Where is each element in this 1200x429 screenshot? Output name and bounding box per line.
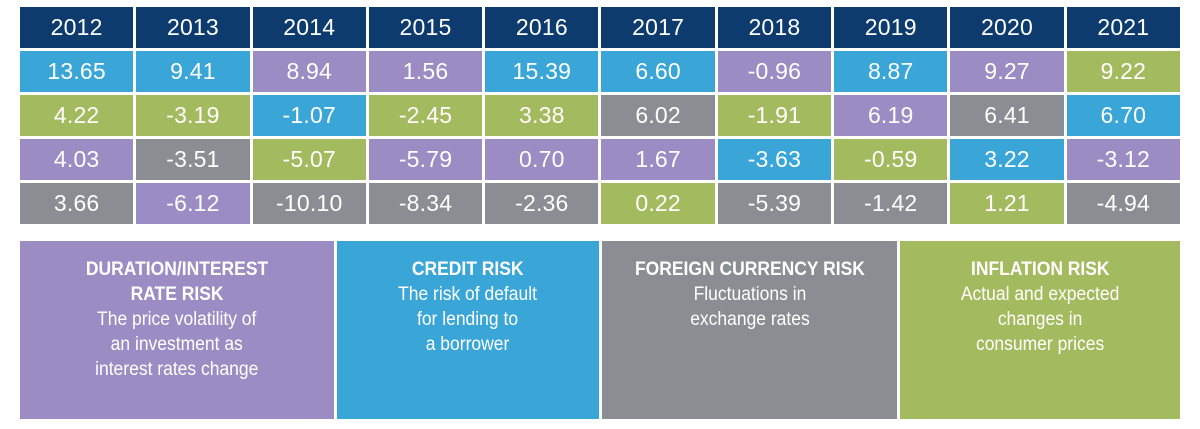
year-header-2014: 2014 xyxy=(252,7,366,48)
year-header-2018: 2018 xyxy=(717,7,832,48)
value-cell-2020-rank-2: 6.41 xyxy=(950,95,1064,136)
value-cell-2017-rank-4: 0.22 xyxy=(601,183,715,224)
legend-title: FOREIGN CURRENCY RISK xyxy=(634,259,865,280)
table-row: 3.66 -6.12 -10.10 -8.34 -2.36 0.22 -5.39 -1.42 1… xyxy=(20,183,1180,224)
value-cell-2015-rank-2: -2.45 xyxy=(368,95,483,136)
value-cell-2014-rank-1: 8.94 xyxy=(252,51,366,92)
value-cell-2015-rank-3: -5.79 xyxy=(368,139,483,180)
value-cell-2012-rank-2: 4.22 xyxy=(20,95,134,136)
year-header-2017: 2017 xyxy=(601,7,715,48)
value-cell-2016-rank-1: 15.39 xyxy=(485,51,599,92)
value-cell-2018-rank-3: -3.63 xyxy=(717,139,832,180)
legend-box-inflation: INFLATION RISK Actual and expected change… xyxy=(900,241,1180,419)
value-cell-2015-rank-1: 1.56 xyxy=(368,51,483,92)
year-header-2021: 2021 xyxy=(1066,7,1180,48)
value-cell-2017-rank-1: 6.60 xyxy=(601,51,715,92)
legend-title: CREDIT RISK xyxy=(412,259,524,280)
year-header-2019: 2019 xyxy=(834,7,948,48)
legend-title: INFLATION RISK xyxy=(970,259,1110,280)
value-cell-2018-rank-2: -1.91 xyxy=(717,95,832,136)
value-cell-2016-rank-4: -2.36 xyxy=(485,183,599,224)
year-header-2012: 2012 xyxy=(20,7,134,48)
table-body: 13.65 9.41 8.94 1.56 15.39 6.60 -0.96 8.87 9.27 9… xyxy=(20,51,1180,224)
value-cell-2020-rank-4: 1.21 xyxy=(950,183,1064,224)
table-row: 13.65 9.41 8.94 1.56 15.39 6.60 -0.96 8.87 9.27 9… xyxy=(20,51,1180,92)
value-cell-2016-rank-3: 0.70 xyxy=(485,139,599,180)
value-cell-2014-rank-4: -10.10 xyxy=(252,183,366,224)
legend-box-credit: CREDIT RISK The risk of default for lendi… xyxy=(337,241,599,419)
value-cell-2021-rank-3: -3.12 xyxy=(1066,139,1180,180)
value-cell-2012-rank-4: 3.66 xyxy=(20,183,134,224)
value-cell-2018-rank-1: -0.96 xyxy=(717,51,832,92)
legend-box-duration: DURATION/INTEREST RATE RISK The price vol… xyxy=(20,241,334,419)
value-cell-2014-rank-2: -1.07 xyxy=(252,95,366,136)
year-header-2016: 2016 xyxy=(485,7,599,48)
year-header-row: 2012 2013 2014 2015 2016 2017 2018 2019 2020 2021 xyxy=(20,7,1180,48)
legend-description: The risk of default for lending to a bor… xyxy=(398,284,538,355)
legend-description: Fluctuations in exchange rates xyxy=(689,284,810,330)
legend-box-currency: FOREIGN CURRENCY RISK Fluctuations in exc… xyxy=(602,241,897,419)
value-cell-2021-rank-1: 9.22 xyxy=(1066,51,1180,92)
returns-table: 2012 2013 2014 2015 2016 2017 2018 2019 2020 2021… xyxy=(20,7,1180,227)
table-row: 4.03 -3.51 -5.07 -5.79 0.70 1.67 -3.63 -0.59 3.2… xyxy=(20,139,1180,180)
value-cell-2013-rank-1: 9.41 xyxy=(136,51,250,92)
value-cell-2015-rank-4: -8.34 xyxy=(368,183,483,224)
value-cell-2021-rank-4: -4.94 xyxy=(1066,183,1180,224)
value-cell-2019-rank-3: -0.59 xyxy=(834,139,948,180)
value-cell-2019-rank-4: -1.42 xyxy=(834,183,948,224)
legend-description: Actual and expected changes in consumer … xyxy=(960,284,1120,355)
value-cell-2020-rank-3: 3.22 xyxy=(950,139,1064,180)
year-header-2015: 2015 xyxy=(368,7,483,48)
value-cell-2019-rank-1: 8.87 xyxy=(834,51,948,92)
legend-title: DURATION/INTEREST RATE RISK xyxy=(85,259,269,305)
value-cell-2021-rank-2: 6.70 xyxy=(1066,95,1180,136)
value-cell-2013-rank-2: -3.19 xyxy=(136,95,250,136)
table-row: 4.22 -3.19 -1.07 -2.45 3.38 6.02 -1.91 6.19 6.41… xyxy=(20,95,1180,136)
value-cell-2012-rank-1: 13.65 xyxy=(20,51,134,92)
value-cell-2017-rank-2: 6.02 xyxy=(601,95,715,136)
value-cell-2016-rank-2: 3.38 xyxy=(485,95,599,136)
year-header-2020: 2020 xyxy=(950,7,1064,48)
value-cell-2017-rank-3: 1.67 xyxy=(601,139,715,180)
value-cell-2013-rank-4: -6.12 xyxy=(136,183,250,224)
value-cell-2020-rank-1: 9.27 xyxy=(950,51,1064,92)
value-cell-2014-rank-3: -5.07 xyxy=(252,139,366,180)
year-header-2013: 2013 xyxy=(136,7,250,48)
value-cell-2012-rank-3: 4.03 xyxy=(20,139,134,180)
value-cell-2013-rank-3: -3.51 xyxy=(136,139,250,180)
value-cell-2018-rank-4: -5.39 xyxy=(717,183,832,224)
legend-description: The price volatility of an investment as… xyxy=(95,309,259,380)
value-cell-2019-rank-2: 6.19 xyxy=(834,95,948,136)
risk-legend: DURATION/INTEREST RATE RISK The price vol… xyxy=(20,241,1180,419)
